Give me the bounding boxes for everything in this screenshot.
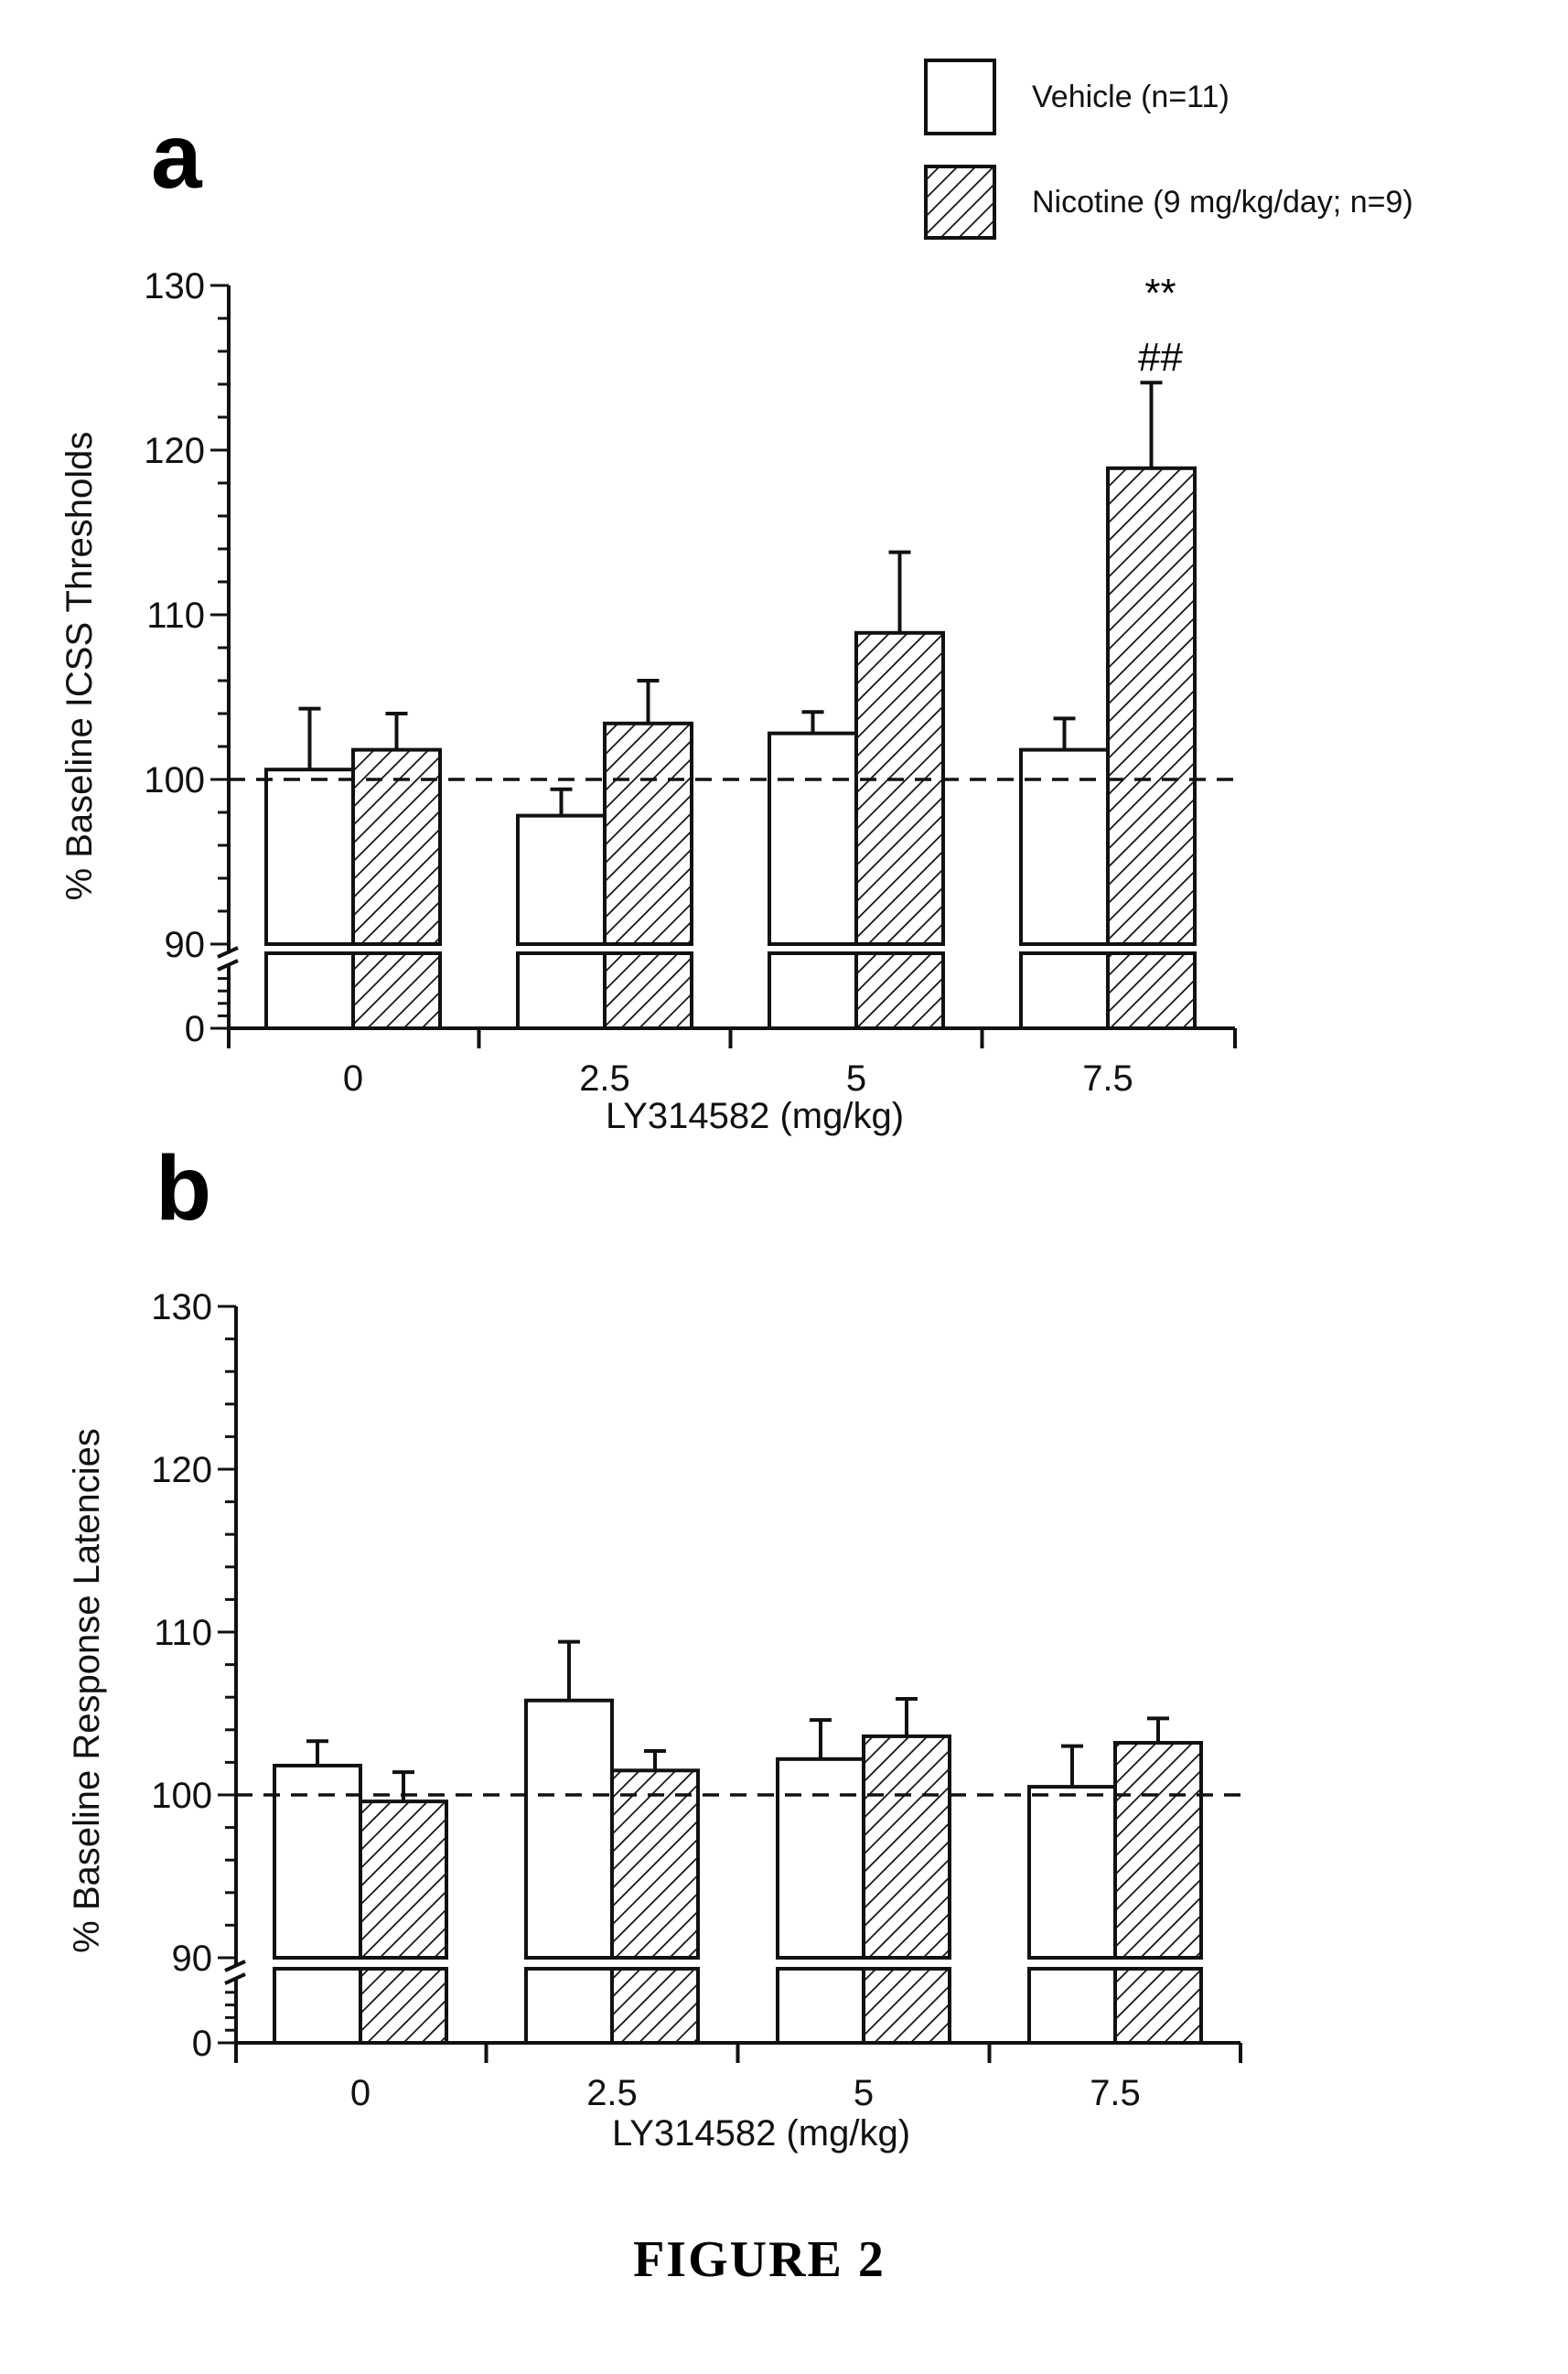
- x-tick-label: 2.5: [586, 2073, 638, 2113]
- bar-nicotine: [1115, 1743, 1201, 1958]
- significance-annotation: ##: [1138, 335, 1183, 380]
- y-tick-label: 0: [185, 1009, 205, 1049]
- y-tick-label: 110: [154, 1613, 212, 1653]
- bar-vehicle: [778, 1759, 864, 1958]
- y-tick-label: 120: [151, 1450, 212, 1490]
- x-axis-title: LY314582 (mg/kg): [606, 1096, 904, 1136]
- y-axis-title: % Baseline ICSS Thresholds: [59, 432, 100, 901]
- bar-base-nicotine: [353, 953, 440, 1028]
- x-tick-label: 5: [854, 2073, 874, 2113]
- bar-base-vehicle: [1029, 1969, 1115, 2043]
- bar-vehicle: [266, 769, 353, 944]
- x-tick-label: 0: [350, 2073, 371, 2113]
- panel-letter-a: a: [151, 105, 203, 208]
- chart-panel-b: 0 90 100 110 120 130 % Baseline Response Laten…: [67, 1287, 1240, 2154]
- bar-base-vehicle: [266, 953, 353, 1028]
- legend-swatch-vehicle: [926, 60, 994, 134]
- bar-base-nicotine: [856, 953, 943, 1028]
- bar-vehicle: [526, 1701, 612, 1958]
- x-tick-label: 5: [846, 1058, 866, 1099]
- panel-letter-b: b: [156, 1137, 211, 1240]
- legend-label-nicotine: Nicotine (9 mg/kg/day; n=9): [1032, 185, 1413, 220]
- y-tick-label: 100: [151, 1776, 212, 1816]
- y-tick-label: 110: [146, 596, 205, 636]
- y-tick-label: 90: [165, 925, 206, 965]
- y-tick-label: 90: [172, 1939, 213, 1979]
- bar-vehicle: [1029, 1787, 1115, 1958]
- bar-nicotine: [605, 724, 692, 944]
- bar-nicotine: [864, 1736, 950, 1958]
- chart-panel-a: 0 90 100 110 120 130 % Baseline ICSS Threshold…: [59, 266, 1235, 1136]
- y-tick-label: 130: [151, 1287, 212, 1327]
- legend-label-vehicle: Vehicle (n=11): [1032, 80, 1230, 114]
- bar-base-vehicle: [1021, 953, 1108, 1028]
- bar-base-vehicle: [526, 1969, 612, 2043]
- bar-vehicle: [769, 734, 856, 944]
- y-tick-label: 120: [144, 431, 205, 471]
- significance-annotation: **: [1144, 271, 1176, 316]
- x-tick-label: 0: [343, 1058, 363, 1099]
- bar-nicotine: [612, 1770, 698, 1958]
- bar-base-nicotine: [1108, 953, 1195, 1028]
- bar-base-nicotine: [612, 1969, 698, 2043]
- x-tick-label: 7.5: [1082, 1058, 1133, 1099]
- figure-caption: FIGURE 2: [633, 2231, 886, 2288]
- axis-break-mark: [218, 948, 238, 970]
- y-tick-label: 100: [144, 760, 205, 800]
- x-tick-label: 2.5: [579, 1058, 630, 1099]
- bar-base-nicotine: [605, 953, 692, 1028]
- bar-base-nicotine: [360, 1969, 446, 2043]
- bar-base-vehicle: [518, 953, 605, 1028]
- y-tick-label: 130: [144, 266, 205, 306]
- bar-base-vehicle: [274, 1969, 360, 2043]
- bar-vehicle: [518, 816, 605, 944]
- bar-nicotine: [360, 1801, 446, 1958]
- bar-nicotine: [1108, 468, 1195, 944]
- y-axis-title: % Baseline Response Latencies: [67, 1428, 107, 1953]
- y-tick-label: 0: [192, 2024, 212, 2064]
- bar-base-nicotine: [1115, 1969, 1201, 2043]
- legend: Vehicle (n=11) Nicotine (9 mg/kg/day; n=…: [926, 60, 1413, 238]
- x-axis-title: LY314582 (mg/kg): [612, 2113, 910, 2154]
- bar-base-vehicle: [778, 1969, 864, 2043]
- x-tick-label: 7.5: [1090, 2073, 1141, 2113]
- axis-break-mark: [225, 1961, 245, 1983]
- bar-base-vehicle: [769, 953, 856, 1028]
- bar-base-nicotine: [864, 1969, 950, 2043]
- bar-nicotine: [856, 633, 943, 944]
- legend-swatch-nicotine: [926, 167, 994, 238]
